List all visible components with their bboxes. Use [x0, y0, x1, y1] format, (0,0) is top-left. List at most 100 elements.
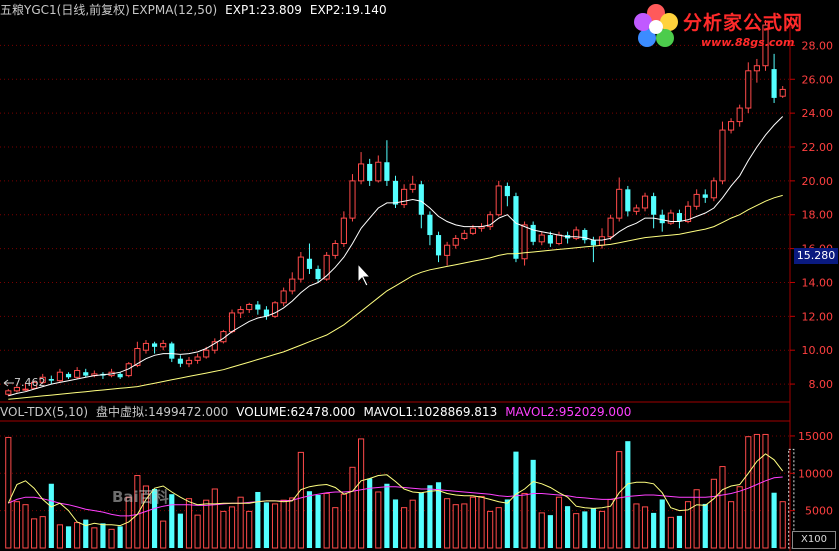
virtual-volume-readout: 盘中虚拟:1499472.000	[96, 405, 229, 419]
candle-up	[280, 290, 287, 304]
logo-url: www.88gs.com	[701, 36, 795, 49]
candle-up	[538, 234, 545, 243]
volume-bar-up	[633, 503, 640, 549]
volume-bar-down	[392, 499, 399, 548]
volume-bar-down	[659, 499, 665, 548]
candle-up	[684, 205, 692, 223]
indicator-lines	[7, 116, 784, 527]
candle-up	[323, 254, 330, 280]
candle-up	[633, 207, 640, 212]
candle-down	[676, 213, 683, 222]
volume-bar-up	[5, 436, 12, 549]
volume-bar-down	[48, 483, 54, 548]
exp1-line	[8, 116, 784, 397]
candle-up	[297, 256, 304, 280]
candle-down	[117, 373, 123, 378]
volume-bar-down	[582, 511, 588, 548]
volume-bar-up	[211, 488, 218, 549]
volume-bar-up	[521, 492, 528, 549]
volume-bar-down	[315, 494, 321, 548]
candle-up	[555, 234, 563, 245]
volume-bar-down	[65, 526, 72, 548]
price-axis-label: 20.00	[802, 175, 834, 188]
volume-bar-up	[444, 498, 451, 549]
candle-up	[736, 107, 743, 123]
candle-up	[39, 376, 46, 383]
stock-title: 五粮YGC1(日线,前复权)	[0, 3, 130, 17]
candle-down	[83, 372, 89, 376]
volume-bar-down	[530, 459, 536, 548]
volume-bar-up	[375, 491, 382, 549]
candle-up	[194, 356, 201, 361]
volume-bar-down	[100, 523, 106, 548]
volume-bar-up	[185, 498, 193, 549]
volume-bar-down	[651, 512, 657, 548]
current-price-tag: 15.280	[794, 248, 838, 264]
volume-bar-down	[565, 506, 571, 548]
candle-down	[177, 358, 183, 364]
price-axis-label: 22.00	[802, 141, 834, 154]
exp2-readout: EXP2:19.140	[309, 3, 387, 17]
volume-bar-up	[246, 510, 253, 549]
volume-bar-up	[598, 510, 606, 549]
candle-up	[31, 381, 38, 389]
volume-bar-up	[340, 493, 347, 549]
volume-bar-up	[719, 466, 726, 549]
candle-down	[702, 194, 708, 198]
candle-down	[255, 304, 261, 310]
volume-bar-up	[13, 501, 20, 549]
volume-bar-up	[710, 478, 717, 549]
candle-down	[306, 258, 313, 269]
volume-bar-up	[452, 504, 459, 549]
candle-up	[228, 312, 236, 333]
volume-bar-down	[306, 491, 313, 548]
site-logo: 分析家公式网 www.88gs.com	[631, 2, 831, 52]
mouse-cursor-icon	[357, 262, 372, 287]
volume-bar-up	[271, 503, 279, 549]
candle-up	[710, 180, 717, 199]
volume-bar-up	[134, 475, 141, 549]
volume-bar-up	[538, 512, 545, 549]
volume-bar-up	[358, 438, 365, 549]
volume-bar-up	[409, 499, 416, 549]
volume-bar-down	[418, 492, 424, 548]
candle-up	[461, 232, 468, 239]
candle-down	[547, 235, 553, 244]
volume-bar-down	[367, 478, 373, 548]
mavol1-readout: MAVOL1:1028869.813	[363, 405, 498, 419]
volume-panel-header: VOL-TDX(5,10) 盘中虚拟:1499472.000 VOLUME:6247…	[0, 403, 639, 421]
volume-bar-down	[590, 508, 596, 548]
volume-bar-up	[762, 433, 769, 549]
volume-bar-up	[727, 501, 735, 549]
volume-bar-down	[384, 483, 390, 548]
volume-bar-down	[513, 451, 519, 548]
price-axis-label: 24.00	[802, 107, 834, 120]
volume-bar-up	[297, 451, 304, 549]
volume-bar-down	[504, 499, 510, 548]
volume-axis: 15000 10000 5000	[790, 430, 833, 518]
volume-bar-up	[573, 513, 580, 549]
volume-bar-up	[487, 510, 494, 549]
exp2-line	[8, 194, 783, 400]
volume-bar-up	[289, 497, 296, 549]
volume-bar-down	[83, 519, 89, 548]
volume-bar-up	[667, 516, 674, 549]
candle-up	[203, 349, 210, 358]
candle-down	[590, 240, 596, 246]
volume-bar-up	[745, 436, 752, 549]
candle-up	[693, 193, 700, 207]
volume-bar-up	[194, 514, 201, 549]
volume-unit-badge[interactable]: X100	[792, 531, 836, 549]
volume-bar-down	[435, 482, 442, 548]
volume-bar-up	[332, 507, 339, 549]
volume-bar-up	[641, 506, 649, 549]
candle-up	[495, 185, 502, 216]
volume-bar-down	[263, 502, 270, 548]
candle-down	[427, 214, 433, 236]
volume-bar-up	[280, 499, 287, 549]
candle-up	[22, 388, 29, 391]
candle-down	[530, 224, 536, 242]
volume-bar-up	[753, 433, 760, 549]
candle-up	[56, 371, 64, 382]
